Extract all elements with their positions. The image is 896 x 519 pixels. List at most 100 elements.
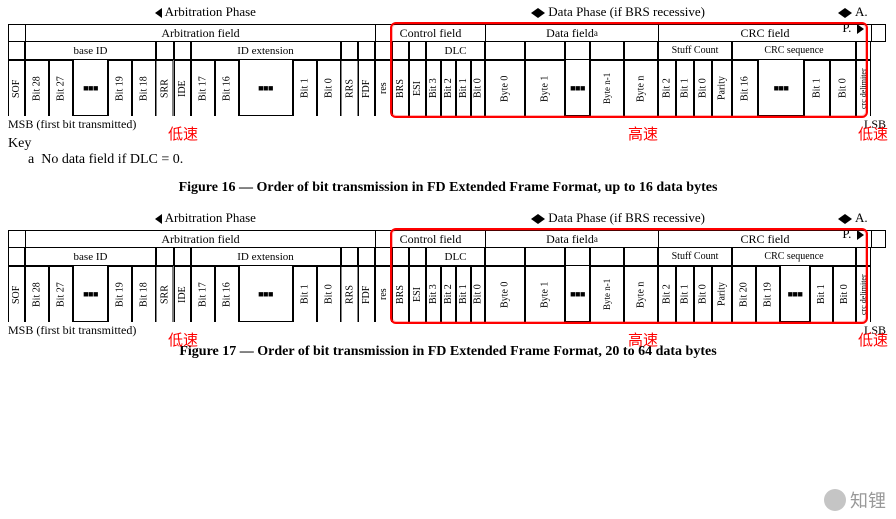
- dlc-label: DLC: [426, 248, 485, 266]
- field-row-top: Arbitration field Control field Data fie…: [8, 24, 888, 42]
- bit-27: Bit 27: [49, 60, 73, 116]
- cn-low-speed-2: 低速: [858, 329, 888, 350]
- ellipsis-icon: ■■■: [565, 60, 590, 116]
- crc-seq-label: CRC sequence: [732, 248, 856, 266]
- crc-b-high: Bit 16: [732, 60, 758, 116]
- bit-dlc3: Bit 3: [426, 60, 441, 116]
- watermark-icon: [824, 489, 846, 511]
- bit-dlc3: Bit 3: [426, 266, 441, 322]
- stuff-b0: Bit 0: [694, 266, 712, 322]
- bit-res: res: [375, 60, 392, 116]
- bit-rrs: RRS: [341, 60, 359, 116]
- cn-low-speed-2: 低速: [858, 123, 888, 144]
- bit-dlc0: Bit 0: [471, 60, 485, 116]
- crc-b1: Bit 1: [804, 60, 830, 116]
- field-row-sub: base ID ID extension DLC Stuff Count CRC…: [8, 42, 888, 60]
- bit-28: Bit 28: [25, 266, 49, 322]
- bit-fdf: FDF: [358, 266, 375, 322]
- bit-dlc0: Bit 0: [471, 266, 485, 322]
- bit-res: res: [375, 266, 392, 322]
- byte-1: Byte 1: [525, 60, 565, 116]
- phase-arbitration: Arbitration Phase: [8, 4, 403, 22]
- crc-b0: Bit 0: [830, 60, 856, 116]
- crc-seq-label: CRC sequence: [732, 42, 856, 60]
- bit-18: Bit 18: [132, 266, 156, 322]
- bit-dlc2: Bit 2: [441, 60, 456, 116]
- ellipsis-icon: ■■■: [565, 266, 590, 322]
- figure-17-caption: Figure 17 — Order of bit transmission in…: [8, 344, 888, 360]
- stuff-b0: Bit 0: [694, 60, 712, 116]
- cn-high-speed: 高速: [628, 123, 658, 144]
- phase-data: Data Phase (if BRS recessive): [403, 210, 833, 228]
- arbitration-field-label: Arbitration field: [25, 230, 375, 248]
- ellipsis-icon: ■■■: [780, 266, 810, 322]
- field-row-sub: base ID ID extension DLC Stuff Count CRC…: [8, 248, 888, 266]
- bit-row: SOF Bit 28 Bit 27 ■■■ Bit 19 Bit 18 SRR …: [8, 60, 888, 116]
- bit-27: Bit 27: [49, 266, 73, 322]
- msb-label: MSB (first bit transmitted): [8, 323, 864, 338]
- phase-ap: A. P.: [833, 210, 873, 228]
- phase-row: Arbitration Phase Data Phase (if BRS rec…: [8, 210, 888, 228]
- bit-19: Bit 19: [108, 266, 132, 322]
- bit-0: Bit 0: [317, 60, 341, 116]
- bit-sof: SOF: [8, 60, 25, 116]
- msb-lsb-row: MSB (first bit transmitted) LSB: [8, 117, 888, 132]
- bit-row: SOF Bit 28 Bit 27 ■■■ Bit 19 Bit 18 SRR …: [8, 266, 888, 322]
- msb-label: MSB (first bit transmitted): [8, 117, 864, 132]
- bit-1: Bit 1: [293, 60, 317, 116]
- byte-1: Byte 1: [525, 266, 565, 322]
- phase-row: Arbitration Phase Data Phase (if BRS rec…: [8, 4, 888, 22]
- byte-n: Byte n: [624, 266, 658, 322]
- bit-brs: BRS: [392, 60, 409, 116]
- bit-16: Bit 16: [215, 266, 239, 322]
- byte-0: Byte 0: [485, 60, 525, 116]
- arbitration-field-label: Arbitration field: [25, 24, 375, 42]
- crc-b19: Bit 19: [756, 266, 780, 322]
- bit-rrs: RRS: [341, 266, 359, 322]
- bit-dlc1: Bit 1: [456, 266, 471, 322]
- msb-lsb-row: MSB (first bit transmitted) LSB: [8, 323, 888, 338]
- byte-0: Byte 0: [485, 266, 525, 322]
- field-row-top: Arbitration field Control field Data fie…: [8, 230, 888, 248]
- bit-0: Bit 0: [317, 266, 341, 322]
- stuff-count-label: Stuff Count: [658, 248, 732, 266]
- cn-high-speed: 高速: [628, 329, 658, 350]
- bit-17: Bit 17: [191, 60, 215, 116]
- parity: Parity: [712, 266, 732, 322]
- bit-esi: ESI: [409, 60, 426, 116]
- byte-n: Byte n: [624, 60, 658, 116]
- bit-19: Bit 19: [108, 60, 132, 116]
- base-id-label: base ID: [25, 42, 156, 60]
- crc-delimiter: crc delimiter: [856, 266, 871, 322]
- dlc-label: DLC: [426, 42, 485, 60]
- ellipsis-icon: ■■■: [758, 60, 804, 116]
- bit-esi: ESI: [409, 266, 426, 322]
- bit-sof: SOF: [8, 266, 25, 322]
- cn-low-speed: 低速: [168, 329, 198, 350]
- control-field-label: Control field: [375, 230, 485, 248]
- id-ext-label: ID extension: [191, 248, 341, 266]
- stuff-b1: Bit 1: [676, 60, 694, 116]
- bit-fdf: FDF: [358, 60, 375, 116]
- phase-ap: A. P.: [833, 4, 873, 22]
- ellipsis-icon: ■■■: [73, 266, 108, 322]
- stuff-count-label: Stuff Count: [658, 42, 732, 60]
- key-label: Key: [8, 136, 888, 152]
- bit-dlc2: Bit 2: [441, 266, 456, 322]
- crc-delimiter: crc delimiter: [856, 60, 871, 116]
- crc-b1: Bit 1: [810, 266, 833, 322]
- footnote: a No data field if DLC = 0.: [28, 152, 888, 168]
- crc-b20: Bit 20: [732, 266, 756, 322]
- data-field-label: Data fielda: [485, 24, 658, 42]
- bit-ide: IDE: [174, 266, 191, 322]
- bit-28: Bit 28: [25, 60, 49, 116]
- control-field-label: Control field: [375, 24, 485, 42]
- crc-field-label: CRC field: [658, 24, 871, 42]
- crc-field-label: CRC field: [658, 230, 871, 248]
- byte-n-1: Byte n-1: [590, 60, 624, 116]
- ellipsis-icon: ■■■: [239, 266, 293, 322]
- phase-arbitration: Arbitration Phase: [8, 210, 403, 228]
- data-field-label: Data fielda: [485, 230, 658, 248]
- bit-srr: SRR: [156, 266, 174, 322]
- id-ext-label: ID extension: [191, 42, 341, 60]
